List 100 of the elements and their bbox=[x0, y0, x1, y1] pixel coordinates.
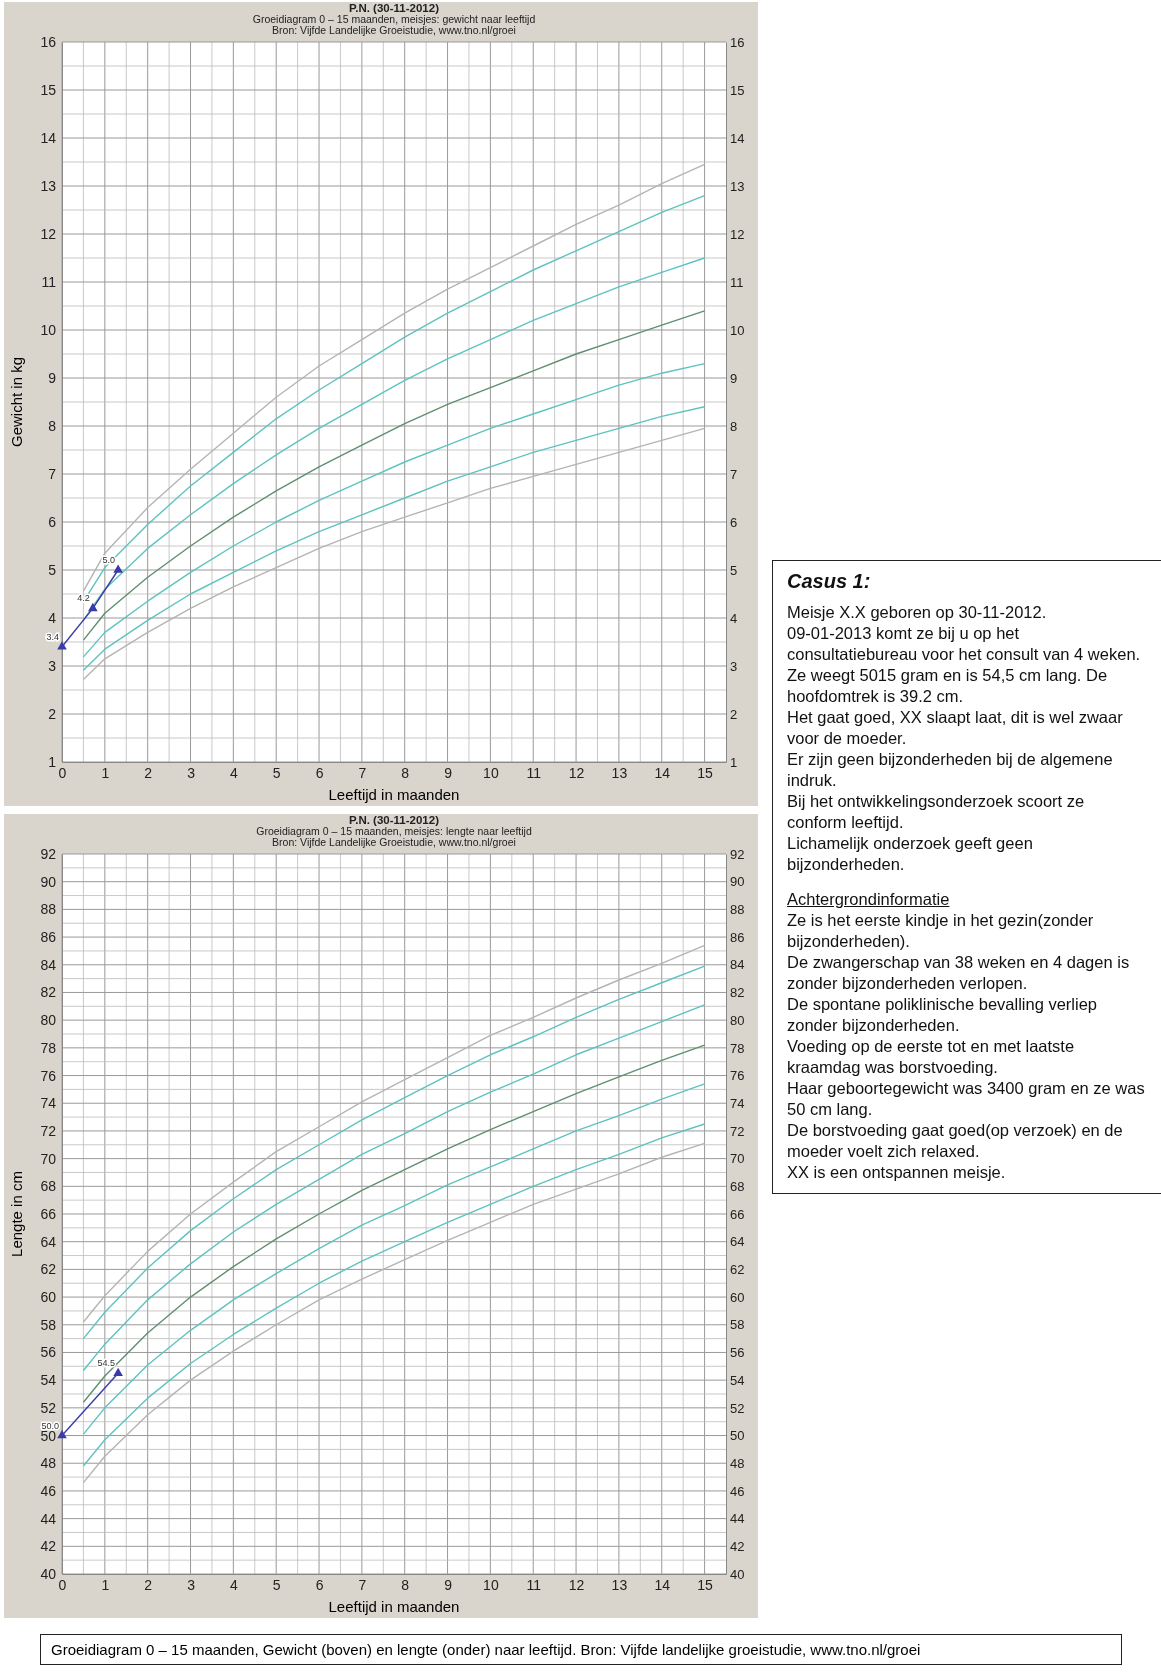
x-tick-label: 1 bbox=[101, 764, 110, 781]
y2-tick-label: 50 bbox=[730, 1428, 745, 1444]
y-tick-label: 8 bbox=[48, 417, 57, 434]
y-tick-label: 4 bbox=[48, 609, 57, 626]
chart-subtitle: Groeidiagram 0 – 15 maanden, meisjes: lengte naar leeftijd Bron: Vijfde Landelijke Groeistudie, www.tno.nl/groei bbox=[256, 825, 532, 848]
y2-tick-label: 46 bbox=[730, 1483, 745, 1499]
text: De zwangerschap van 38 weken en 4 dagen is zonder bijzonderheden verlopen. bbox=[787, 952, 1131, 994]
x-tick-label: 15 bbox=[697, 764, 714, 781]
y-tick-label: 82 bbox=[40, 984, 57, 1001]
x-tick-label: 5 bbox=[272, 1576, 281, 1593]
y-tick-label: 64 bbox=[40, 1233, 57, 1250]
y2-tick-label: 62 bbox=[730, 1262, 745, 1278]
y2-tick-label: 68 bbox=[730, 1178, 745, 1194]
y-tick-label: 84 bbox=[40, 956, 57, 973]
y-tick-label: 13 bbox=[40, 177, 57, 194]
y2-tick-label: 88 bbox=[730, 902, 745, 918]
x-tick-label: 13 bbox=[611, 1576, 628, 1593]
text: Bij het ontwikkelingsonderzoek scoort ze conform leeftijd. bbox=[787, 791, 1086, 833]
y2-tick-label: 8 bbox=[730, 418, 738, 434]
text: Achtergrondinformatie bbox=[787, 889, 951, 910]
y2-tick-label: 72 bbox=[730, 1123, 745, 1139]
x-tick-label: 9 bbox=[444, 1576, 453, 1593]
y-tick-label: 1 bbox=[48, 753, 57, 770]
x-tick-label: 11 bbox=[526, 764, 542, 781]
y2-tick-label: 3 bbox=[730, 658, 738, 674]
y-axis-title: Gewicht in kg bbox=[8, 356, 25, 448]
y-tick-label: 14 bbox=[40, 129, 57, 146]
y2-tick-label: 14 bbox=[730, 130, 745, 146]
y-tick-label: 44 bbox=[40, 1510, 57, 1527]
y2-tick-label: 42 bbox=[730, 1538, 745, 1554]
y-tick-label: 12 bbox=[40, 225, 57, 242]
text: Meisje X.X geboren op 30-11-2012. bbox=[787, 602, 1048, 623]
y2-tick-label: 64 bbox=[730, 1234, 745, 1250]
x-tick-label: 12 bbox=[568, 764, 585, 781]
y2-tick-label: 9 bbox=[730, 370, 738, 386]
x-tick-label: 14 bbox=[654, 1576, 671, 1593]
y2-tick-label: 7 bbox=[730, 466, 738, 482]
x-tick-label: 6 bbox=[315, 764, 324, 781]
y-tick-label: 11 bbox=[41, 273, 57, 290]
x-tick-label: 8 bbox=[401, 1576, 410, 1593]
y-tick-label: 54 bbox=[40, 1372, 57, 1389]
chart-subtitle: Groeidiagram 0 – 15 maanden, meisjes: gewicht naar leeftijd Bron: Vijfde Landelijke Groeistudie, www.tno.nl/groei bbox=[252, 13, 536, 36]
y2-tick-label: 13 bbox=[730, 178, 745, 194]
y2-tick-label: 84 bbox=[730, 957, 745, 973]
y2-tick-label: 4 bbox=[730, 610, 738, 626]
x-tick-label: 12 bbox=[568, 1576, 585, 1593]
chart-title: P.N. (30-11-2012) bbox=[349, 814, 440, 826]
x-tick-label: 10 bbox=[483, 764, 499, 781]
x-tick-label: 4 bbox=[229, 764, 238, 781]
x-tick-label: 3 bbox=[187, 1576, 196, 1593]
y2-tick-label: 10 bbox=[730, 322, 745, 338]
x-tick-label: 10 bbox=[483, 1576, 499, 1593]
y-tick-label: 48 bbox=[40, 1455, 57, 1472]
y-tick-label: 62 bbox=[40, 1261, 57, 1278]
x-tick-label: 9 bbox=[444, 764, 453, 781]
y-tick-label: 66 bbox=[40, 1205, 57, 1222]
y-tick-label: 72 bbox=[40, 1122, 57, 1139]
x-tick-label: 0 bbox=[58, 1576, 67, 1593]
y-tick-label: 46 bbox=[40, 1482, 57, 1499]
text: Voeding op de eerste tot en met laatste kraamdag was borstvoeding. bbox=[787, 1036, 1076, 1078]
text: Er zijn geen bijzonderheden bij de algemene indruk. bbox=[787, 749, 1114, 791]
y-tick-label: 58 bbox=[40, 1316, 57, 1333]
y-tick-label: 2 bbox=[48, 705, 57, 722]
y-tick-label: 7 bbox=[48, 465, 57, 482]
text: XX is een ontspannen meisje. bbox=[787, 1162, 1007, 1183]
x-tick-label: 6 bbox=[315, 1576, 324, 1593]
y2-tick-label: 74 bbox=[730, 1095, 745, 1111]
y2-tick-label: 78 bbox=[730, 1040, 745, 1056]
y2-tick-label: 16 bbox=[730, 34, 745, 50]
y-tick-label: 56 bbox=[40, 1344, 57, 1361]
y-tick-label: 60 bbox=[40, 1289, 57, 1306]
y2-tick-label: 1 bbox=[730, 754, 738, 770]
y2-tick-label: 58 bbox=[730, 1317, 745, 1333]
y-tick-label: 70 bbox=[40, 1150, 57, 1167]
x-tick-label: 15 bbox=[697, 1576, 714, 1593]
y-tick-label: 9 bbox=[48, 369, 57, 386]
data-label: 50.0 bbox=[41, 1420, 59, 1431]
text: Haar geboortegewicht was 3400 gram en ze was 50 cm lang. bbox=[787, 1078, 1146, 1120]
y-tick-label: 3 bbox=[48, 657, 57, 674]
y-tick-label: 15 bbox=[40, 81, 57, 98]
text: Lichamelijk onderzoek geeft geen bijzonderheden. bbox=[787, 833, 1034, 875]
x-tick-label: 13 bbox=[611, 764, 628, 781]
text: Ze weegt 5015 gram en is 54,5 cm lang. De hoofdomtrek is 39.2 cm. bbox=[787, 665, 1109, 707]
y2-tick-label: 12 bbox=[730, 226, 745, 242]
x-axis-title: Leeftijd in maanden bbox=[328, 786, 460, 803]
y-tick-label: 92 bbox=[40, 845, 57, 862]
text: Het gaat goed, XX slaapt laat, dit is wel zwaar voor de moeder. bbox=[787, 707, 1124, 749]
x-axis-title: Leeftijd in maanden bbox=[328, 1598, 460, 1615]
y2-tick-label: 56 bbox=[730, 1345, 745, 1361]
y-tick-label: 52 bbox=[40, 1399, 57, 1416]
data-label: 3.4 bbox=[46, 631, 59, 642]
y-tick-label: 6 bbox=[48, 513, 57, 530]
text: Casus 1: bbox=[787, 570, 872, 592]
x-tick-label: 4 bbox=[229, 1576, 238, 1593]
x-tick-label: 7 bbox=[358, 764, 367, 781]
x-tick-label: 7 bbox=[358, 1576, 367, 1593]
y2-tick-label: 40 bbox=[730, 1566, 745, 1582]
y-tick-label: 76 bbox=[40, 1067, 57, 1084]
y2-tick-label: 6 bbox=[730, 514, 738, 530]
y2-tick-label: 70 bbox=[730, 1151, 745, 1167]
